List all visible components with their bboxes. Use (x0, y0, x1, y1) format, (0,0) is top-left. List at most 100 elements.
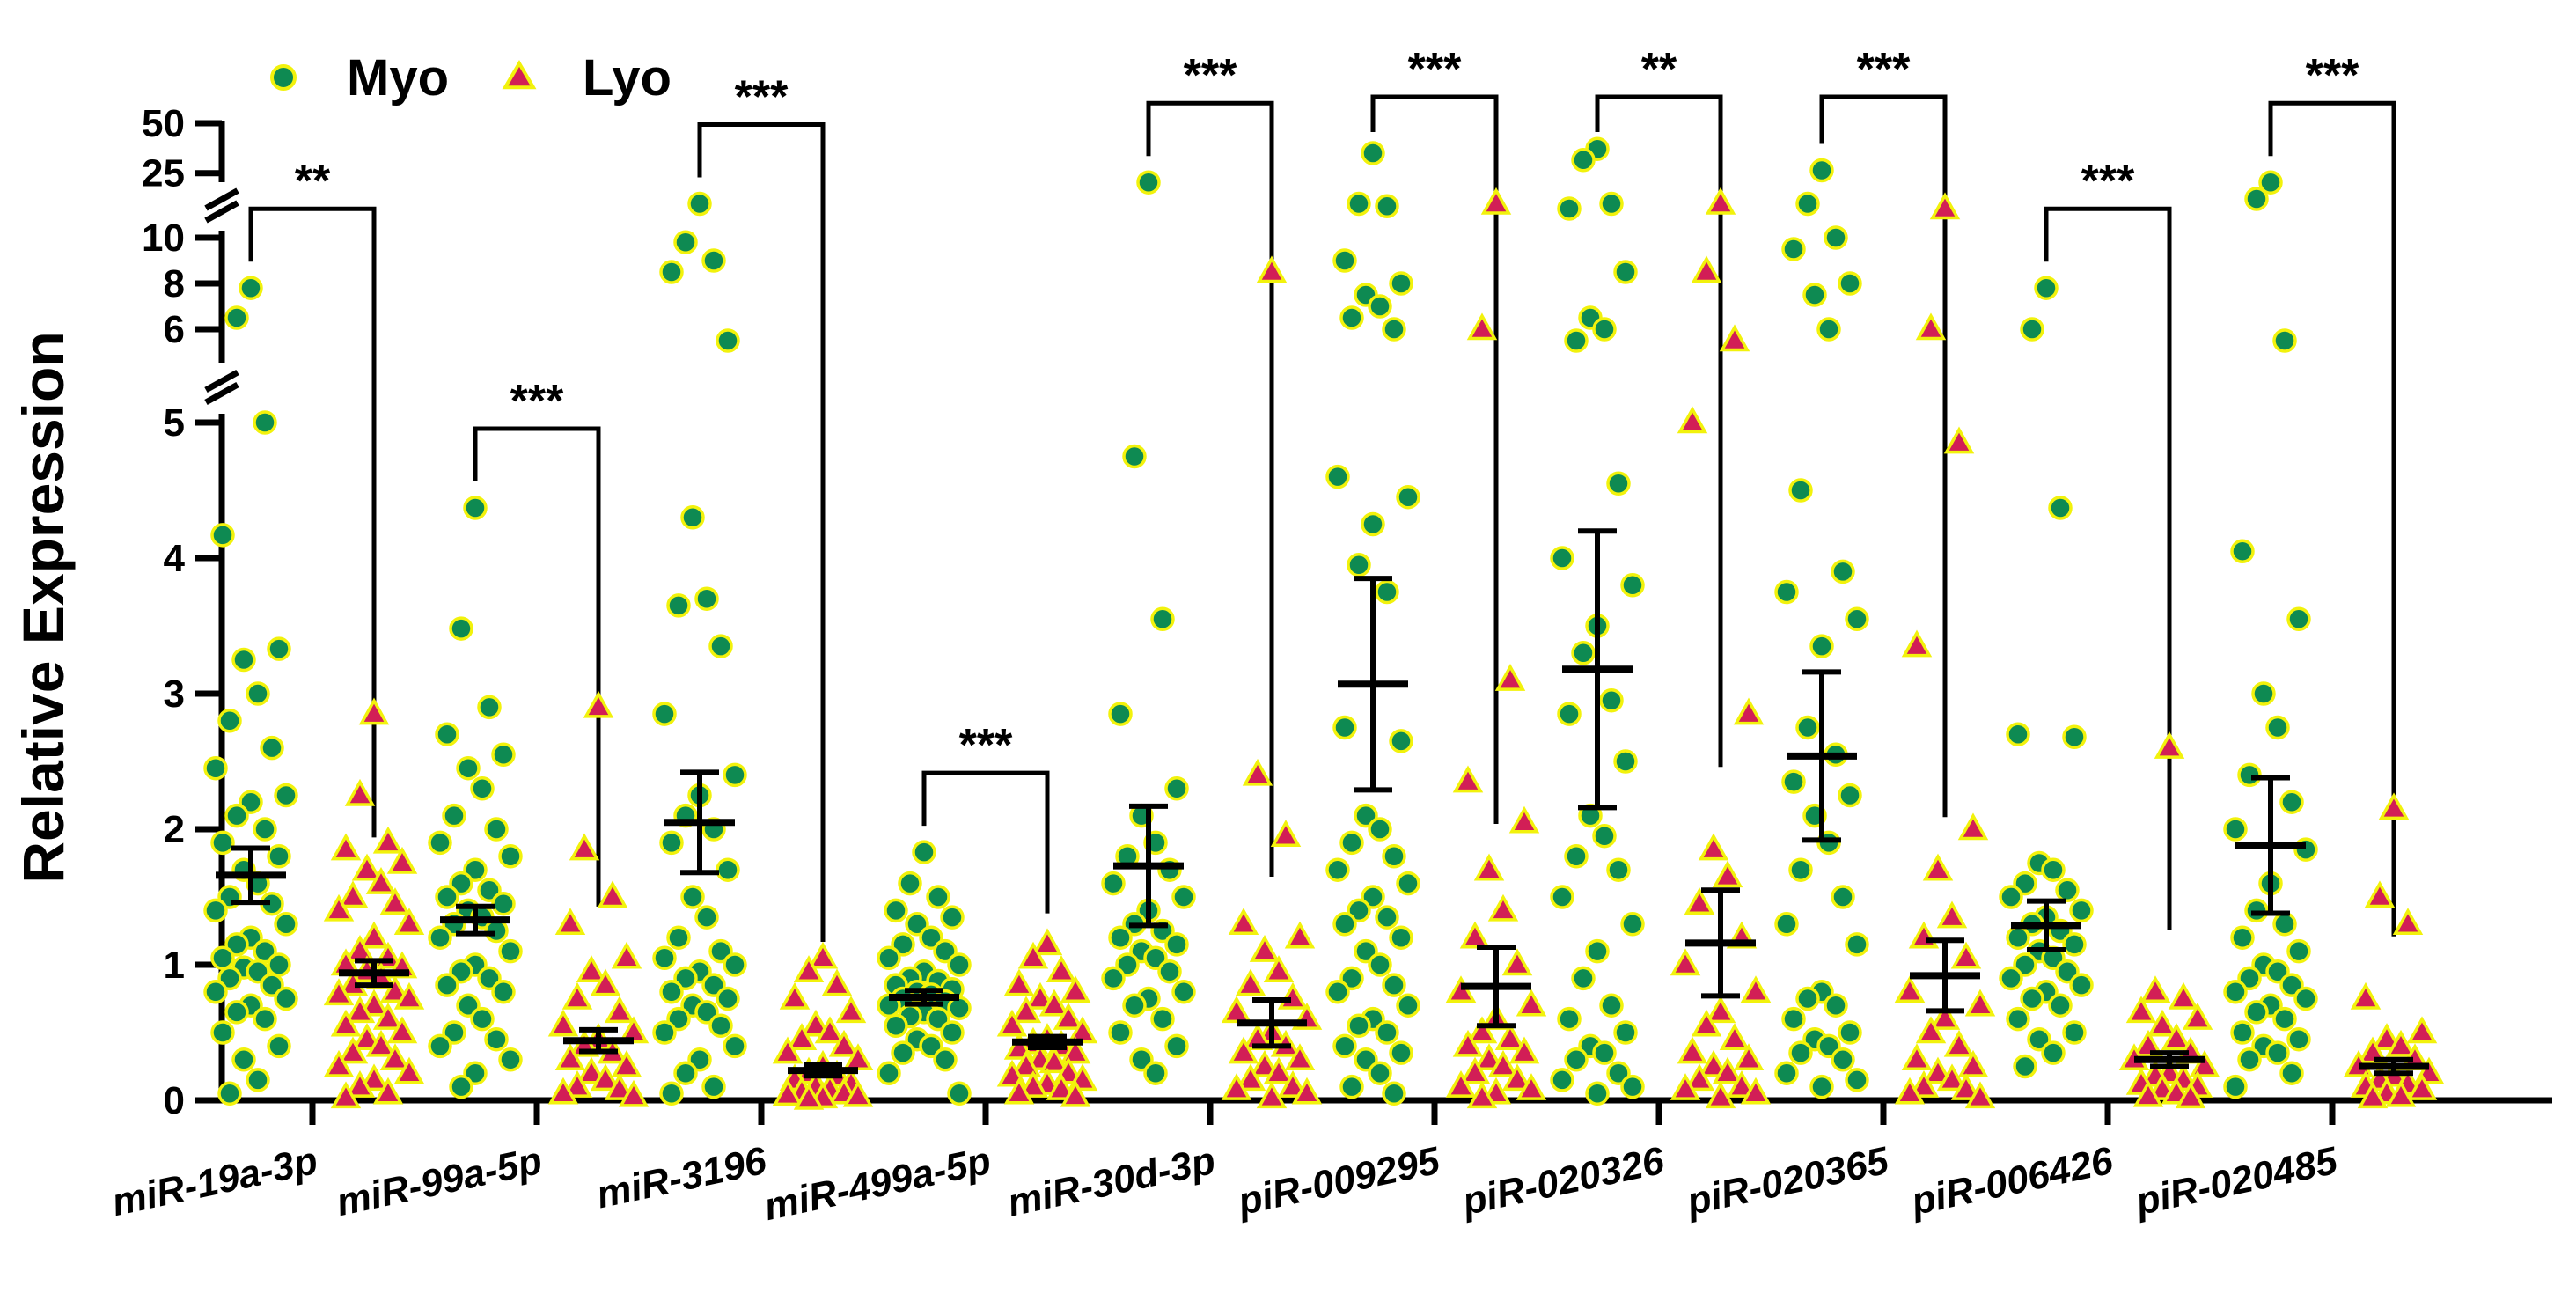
lyo-point (372, 1003, 404, 1030)
myo-point (1620, 573, 1645, 598)
myo-point (1382, 844, 1406, 869)
significance-label: *** (1857, 44, 1911, 95)
myo-point (933, 1047, 958, 1072)
myo-point (1389, 925, 1413, 950)
legend-lyo-marker (502, 60, 537, 90)
lyo-point (547, 1009, 579, 1037)
myo-point (1347, 191, 1371, 217)
myo-point (2013, 1054, 2037, 1079)
myo-point (1585, 1081, 1610, 1106)
x-tick-label: miR-499a-5p (760, 1139, 994, 1229)
lyo-point (842, 1079, 874, 1107)
lyo-point (1915, 312, 1947, 341)
x-tick-label: miR-19a-3p (108, 1139, 321, 1224)
lyo-point (337, 880, 369, 908)
lyo-point (351, 1023, 383, 1050)
myo-point (246, 1068, 270, 1092)
lyo-point (554, 1043, 586, 1071)
myo-point (203, 980, 228, 1004)
lyo-point (1501, 1063, 1533, 1092)
lyo-point (1705, 187, 1736, 215)
lyo-point (1046, 1073, 1077, 1100)
myo-point (1795, 191, 1820, 217)
lyo-point (772, 1078, 804, 1106)
myo-point (652, 1020, 677, 1045)
lyo-point (1950, 1073, 1982, 1100)
lyo-point (1452, 1029, 1484, 1057)
data-points (203, 136, 2445, 1110)
lyo-point (1221, 1073, 1252, 1100)
myo-point (274, 986, 298, 1011)
myo-point (267, 636, 291, 661)
myo-point (274, 783, 298, 808)
myo-point (428, 830, 452, 856)
lyo-point (2364, 880, 2396, 908)
lyo-point (1466, 1016, 1498, 1044)
myo-point (274, 912, 298, 937)
lyo-point (330, 833, 362, 861)
lyo-point (1053, 1003, 1084, 1030)
myo-point (1171, 980, 1196, 1004)
myo-point (2258, 170, 2283, 195)
myo-point (498, 938, 523, 964)
myo-point (1599, 687, 1624, 713)
myo-point (1325, 464, 1350, 489)
lyo-point (2182, 1003, 2213, 1030)
myo-point (1396, 484, 1420, 510)
myo-point (2272, 328, 2297, 353)
myo-point (1816, 317, 1841, 342)
myo-point (2223, 817, 2248, 842)
lyo-point (2392, 908, 2424, 936)
lyo-point (1003, 1077, 1035, 1105)
lyo-point (583, 690, 614, 718)
lyo-point (1684, 1063, 1715, 1092)
lyo-point (2168, 981, 2199, 1010)
axis-break-mark (204, 369, 239, 393)
myo-point (687, 191, 712, 217)
myo-point (498, 1047, 523, 1072)
lyo-point (1270, 820, 1302, 847)
lyo-point (547, 1077, 579, 1105)
myo-point (1389, 1040, 1413, 1065)
lyo-point (379, 1043, 411, 1071)
myo-point (680, 885, 705, 909)
myo-point (1122, 993, 1147, 1018)
lyo-point (1508, 1036, 1540, 1064)
lyo-point (358, 1063, 390, 1092)
lyo-point (1733, 697, 1765, 725)
myo-point (898, 871, 922, 896)
lyo-point (1684, 887, 1715, 915)
myo-point (947, 1081, 972, 1106)
myo-point (2055, 878, 2080, 903)
myo-point (2048, 496, 2073, 520)
lyo-point (1010, 1049, 1042, 1077)
lyo-point (2189, 1049, 2220, 1077)
lyo-point (323, 978, 355, 1006)
lyo-point (1242, 758, 1273, 786)
lyo-point (1964, 1081, 1996, 1109)
myo-point (2020, 986, 2044, 1011)
myo-point (2006, 722, 2030, 746)
lyo-point (1936, 900, 1968, 929)
myo-point (716, 986, 740, 1011)
myo-point (1845, 932, 1869, 957)
myo-point (1332, 715, 1357, 740)
lyo-point (2371, 1023, 2403, 1050)
myo-point (1845, 606, 1869, 632)
myo-point (2251, 681, 2276, 706)
myo-point (666, 925, 691, 950)
myo-point (449, 1074, 473, 1099)
myo-point (1613, 260, 1638, 284)
lyo-point (576, 1056, 607, 1084)
myo-point (1781, 1006, 1806, 1032)
lyo-point (1487, 893, 1519, 922)
lyo-point (561, 981, 593, 1010)
lyo-point (323, 893, 355, 922)
myo-point (716, 857, 740, 882)
myo-point (1375, 579, 1399, 605)
significance-label: ** (295, 156, 331, 207)
axis-break-mark (204, 200, 239, 224)
lyo-point (1691, 255, 1722, 283)
myo-point (435, 722, 459, 746)
lyo-point (2139, 975, 2171, 1003)
